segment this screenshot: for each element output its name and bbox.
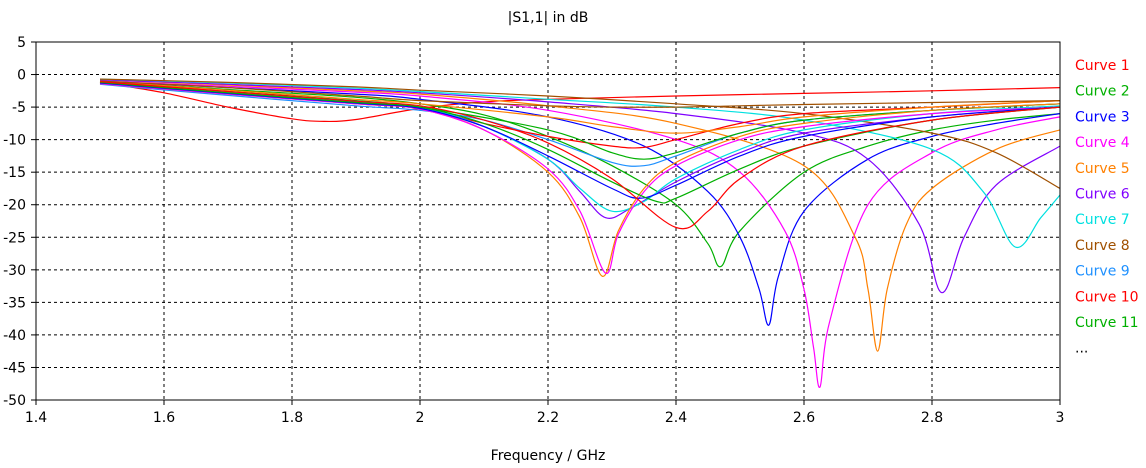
legend-entry: Curve 6 xyxy=(1075,187,1130,203)
legend-entry: Curve 1 xyxy=(1075,58,1130,74)
series-line xyxy=(99,81,1060,123)
series-line xyxy=(99,80,1060,388)
y-tick-label: -15 xyxy=(3,165,26,181)
legend-entry: Curve 8 xyxy=(1075,238,1130,254)
legend: Curve 1 Curve 2 Curve 3 Curve 4 Curve 5 Curve… xyxy=(1075,58,1139,357)
series-line xyxy=(99,83,1060,167)
series-line xyxy=(99,80,1060,326)
series-line xyxy=(99,79,1060,294)
y-tick-label: -25 xyxy=(3,230,26,246)
legend-entry: Curve 7 xyxy=(1075,212,1130,228)
x-tick-label: 1.4 xyxy=(25,410,47,426)
y-tick-label: 0 xyxy=(17,68,26,84)
legend-entry: Curve 4 xyxy=(1075,135,1130,151)
series-line xyxy=(99,80,1060,134)
series-line xyxy=(99,83,1060,277)
y-tick-label: -30 xyxy=(3,263,26,279)
legend-entry: Curve 3 xyxy=(1075,109,1130,125)
legend-entry: Curve 2 xyxy=(1075,84,1130,100)
grid-lines xyxy=(36,42,1060,400)
chart-title: |S1,1| in dB xyxy=(508,10,589,26)
y-tick-label: -35 xyxy=(3,295,26,311)
legend-entry: Curve 11 xyxy=(1075,315,1139,331)
legend-more: ... xyxy=(1075,341,1088,357)
plot-area xyxy=(99,78,1060,388)
series-line xyxy=(99,81,1060,204)
x-axis-label: Frequency / GHz xyxy=(491,448,606,464)
y-tick-label: -40 xyxy=(3,328,26,344)
y-tick-label: -50 xyxy=(3,393,26,409)
x-tick-label: 2.6 xyxy=(793,410,815,426)
series-line xyxy=(99,80,1060,108)
series-line xyxy=(99,78,1060,190)
x-tick-label: 1.6 xyxy=(153,410,175,426)
x-tick-label: 2.8 xyxy=(921,410,943,426)
x-tick-label: 2.4 xyxy=(665,410,687,426)
y-tick-label: -45 xyxy=(3,360,26,376)
series-line xyxy=(99,79,1060,352)
x-tick-label: 2 xyxy=(416,410,425,426)
y-tick-label: -10 xyxy=(3,133,26,149)
y-tick-label: 5 xyxy=(17,35,26,51)
x-axis-ticks: 1.4 1.6 1.8 2 2.2 2.4 2.6 2.8 3 xyxy=(25,400,1065,426)
series-line xyxy=(99,82,1060,199)
x-tick-label: 2.2 xyxy=(537,410,559,426)
legend-entry: Curve 5 xyxy=(1075,161,1130,177)
legend-entry: Curve 10 xyxy=(1075,289,1139,305)
y-tick-label: -20 xyxy=(3,198,26,214)
series-lines xyxy=(99,78,1060,388)
x-tick-label: 1.8 xyxy=(281,410,303,426)
x-tick-label: 3 xyxy=(1056,410,1065,426)
series-line xyxy=(99,81,1060,230)
y-tick-label: -5 xyxy=(12,100,26,116)
legend-entry: Curve 9 xyxy=(1075,264,1130,280)
plot-frame xyxy=(35,41,1061,401)
y-axis-ticks: 5 0 -5 -10 -15 -20 -25 -30 -35 -40 -45 -50 xyxy=(3,35,36,409)
